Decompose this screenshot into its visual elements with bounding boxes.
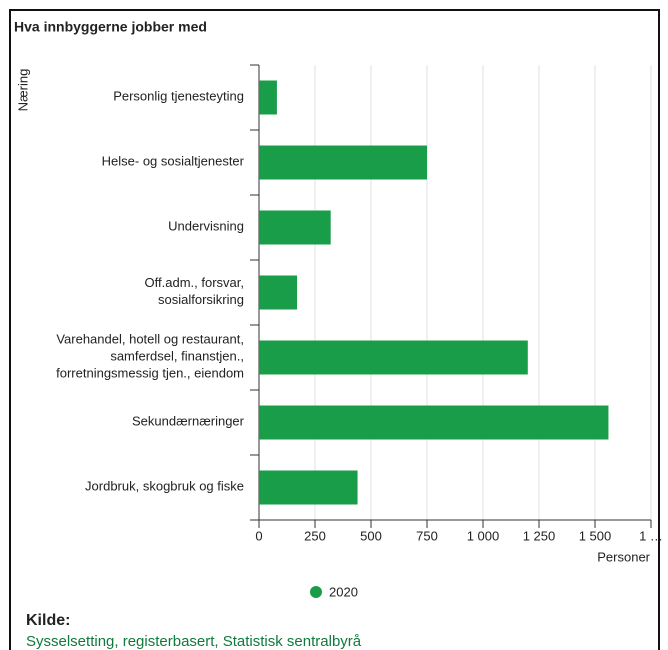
source-link[interactable]: Sysselsetting, registerbasert, Statistis… [26,633,362,650]
bar [259,470,358,505]
x-axis-title: Personer [597,549,650,564]
y-tick-label: Undervisning [168,219,244,234]
bar [259,275,298,310]
y-tick-label: Personlig tjenesteyting [113,89,244,104]
bar [259,405,609,440]
x-tick-label: 1 250 [523,528,556,543]
source-heading: Kilde: [26,612,71,629]
bar [259,340,528,375]
bar [259,145,427,180]
legend-marker [310,586,322,598]
x-tick-label: 1 500 [579,528,612,543]
bar [259,210,331,245]
x-tick-label: 500 [360,528,382,543]
x-tick-label: 750 [416,528,438,543]
y-tick-label: Off.adm., forsvar, sosialforsikring [145,275,244,307]
y-tick-label: Jordbruk, skogbruk og fiske [85,479,244,494]
bar [259,80,277,115]
x-tick-label: 1 … [639,528,663,543]
y-tick-label: Varehandel, hotell og restaurant, samferd… [56,332,244,381]
y-axis-title: Næring [15,69,30,112]
x-tick-label: 1 000 [467,528,500,543]
x-tick-label: 250 [304,528,326,543]
chart-title: Hva innbyggerne jobber med [14,19,207,35]
legend-label: 2020 [329,584,358,599]
frame [9,9,660,650]
y-tick-label: Sekundærnæringer [132,414,245,429]
y-tick-label: Helse- og sosialtjenester [102,154,245,169]
x-tick-label: 0 [255,528,262,543]
